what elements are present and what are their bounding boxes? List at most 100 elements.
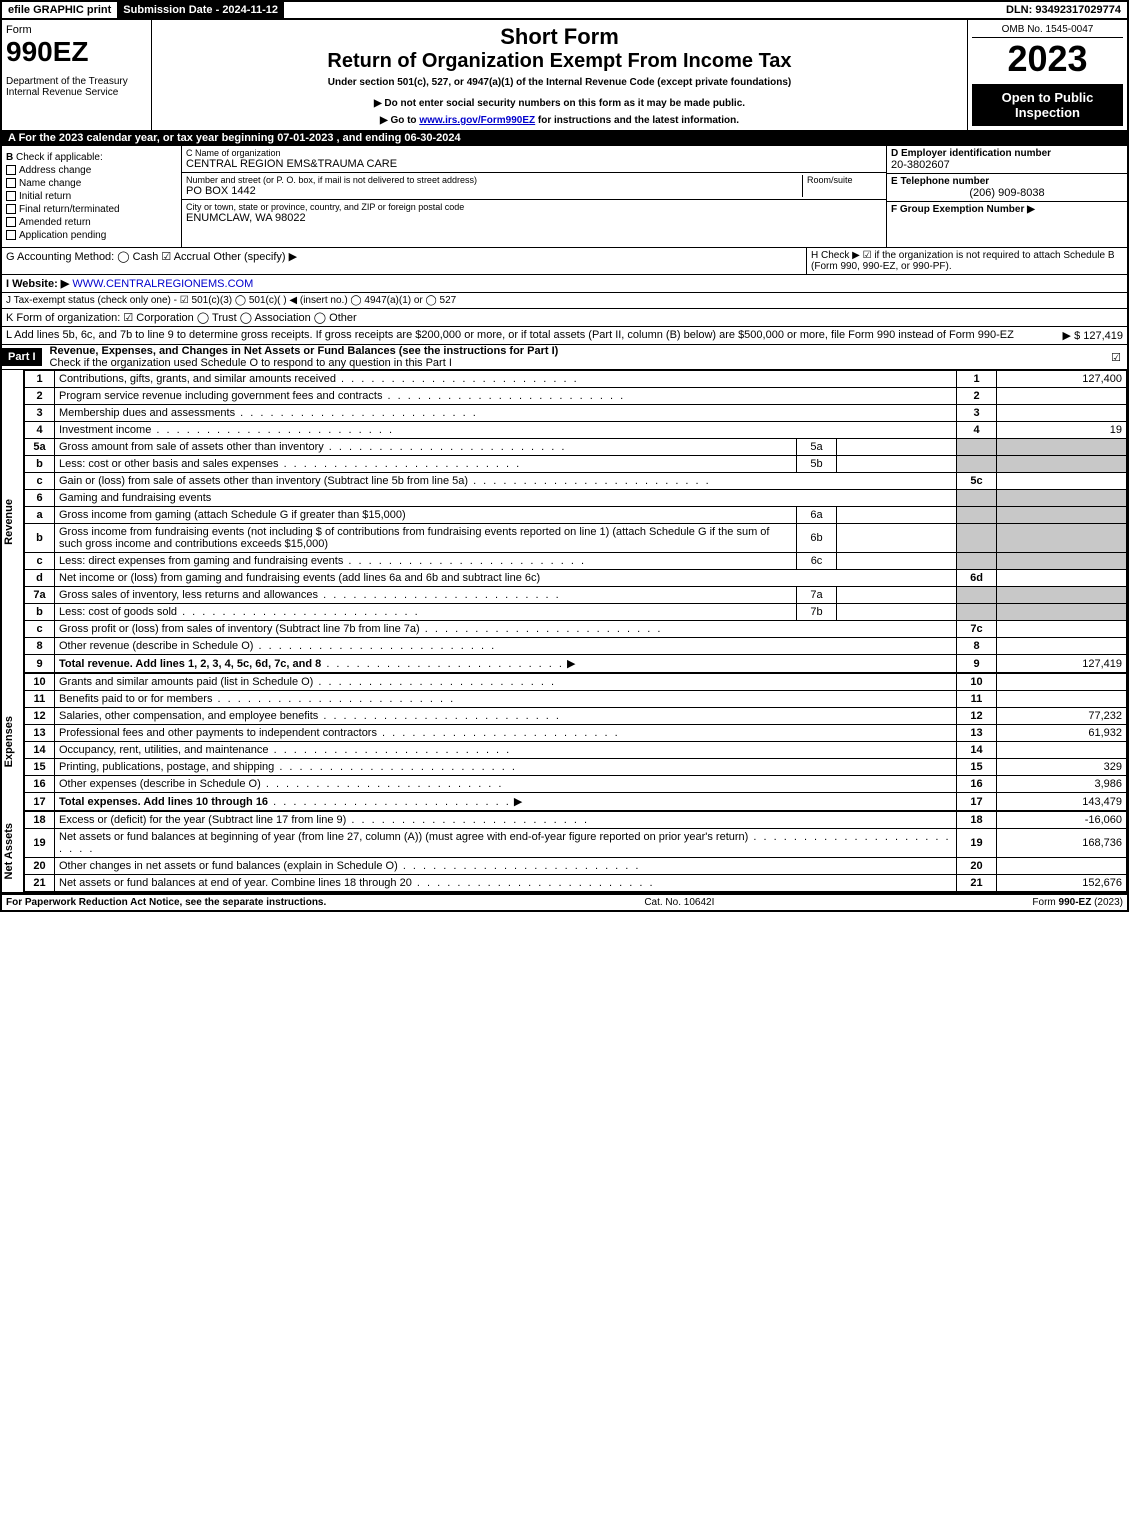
form-number: 990EZ	[6, 36, 147, 68]
check-if-label: Check if applicable:	[16, 152, 103, 163]
opt-address-change: Address change	[19, 165, 91, 176]
org-info-row: B Check if applicable: Address change Na…	[0, 146, 1129, 248]
chk-address-change[interactable]	[6, 165, 16, 175]
section-c: C Name of organization CENTRAL REGION EM…	[182, 146, 887, 247]
line-14: 14Occupancy, rent, utilities, and mainte…	[25, 742, 1127, 759]
website-link[interactable]: WWW.CENTRALREGIONEMS.COM	[72, 278, 253, 290]
section-l-text: L Add lines 5b, 6c, and 7b to line 9 to …	[6, 329, 1014, 341]
gh-row: G Accounting Method: ◯ Cash ☑ Accrual Ot…	[0, 248, 1129, 275]
opt-initial-return: Initial return	[19, 191, 71, 202]
section-j-row: J Tax-exempt status (check only one) - ☑…	[0, 293, 1129, 309]
b-label: B	[6, 152, 13, 163]
section-k: K Form of organization: ☑ Corporation ◯ …	[2, 309, 1127, 326]
top-bar: efile GRAPHIC print Submission Date - 20…	[0, 0, 1129, 20]
chk-pending[interactable]	[6, 230, 16, 240]
line-6c: cLess: direct expenses from gaming and f…	[25, 553, 1127, 570]
irs-link[interactable]: www.irs.gov/Form990EZ	[419, 115, 535, 126]
line-7b: bLess: cost of goods sold7b	[25, 604, 1127, 621]
dept-label: Department of the Treasury Internal Reve…	[6, 76, 147, 98]
e-label: E Telephone number	[891, 176, 1123, 187]
netassets-block: Net Assets 18Excess or (deficit) for the…	[0, 811, 1129, 894]
line-19: 19Net assets or fund balances at beginni…	[25, 829, 1127, 858]
line-6a: aGross income from gaming (attach Schedu…	[25, 507, 1127, 524]
line-7a: 7aGross sales of inventory, less returns…	[25, 587, 1127, 604]
line-5c: cGain or (loss) from sale of assets othe…	[25, 473, 1127, 490]
submission-date: Submission Date - 2024-11-12	[117, 2, 284, 18]
revenue-vlabel: Revenue	[3, 499, 23, 545]
expenses-block: Expenses 10Grants and similar amounts pa…	[0, 673, 1129, 811]
netassets-table: 18Excess or (deficit) for the year (Subt…	[24, 811, 1127, 892]
i-label: I Website: ▶	[6, 278, 69, 290]
part1-header-row: Part I Revenue, Expenses, and Changes in…	[0, 345, 1129, 370]
section-i-row: I Website: ▶ WWW.CENTRALREGIONEMS.COM	[0, 275, 1129, 293]
expenses-vlabel: Expenses	[3, 716, 23, 767]
org-address: PO BOX 1442	[186, 185, 802, 197]
ein: 20-3802607	[891, 159, 1123, 171]
line-6: 6Gaming and fundraising events	[25, 490, 1127, 507]
line-2: 2Program service revenue including gover…	[25, 388, 1127, 405]
org-name: CENTRAL REGION EMS&TRAUMA CARE	[186, 158, 882, 170]
line-6b: bGross income from fundraising events (n…	[25, 524, 1127, 553]
line-7c: cGross profit or (loss) from sales of in…	[25, 621, 1127, 638]
open-public-badge: Open to Public Inspection	[972, 84, 1123, 126]
line-20: 20Other changes in net assets or fund ba…	[25, 858, 1127, 875]
chk-name-change[interactable]	[6, 178, 16, 188]
line-15: 15Printing, publications, postage, and s…	[25, 759, 1127, 776]
chk-amended[interactable]	[6, 217, 16, 227]
expenses-table: 10Grants and similar amounts paid (list …	[24, 673, 1127, 811]
line-8: 8Other revenue (describe in Schedule O)8	[25, 638, 1127, 655]
netassets-vlabel: Net Assets	[3, 823, 23, 879]
part1-check-note: Check if the organization used Schedule …	[50, 357, 452, 369]
opt-amended: Amended return	[19, 217, 91, 228]
under-section: Under section 501(c), 527, or 4947(a)(1)…	[156, 77, 963, 88]
page-footer: For Paperwork Reduction Act Notice, see …	[0, 894, 1129, 912]
line-12: 12Salaries, other compensation, and empl…	[25, 708, 1127, 725]
chk-initial-return[interactable]	[6, 191, 16, 201]
section-j: J Tax-exempt status (check only one) - ☑…	[2, 293, 1127, 308]
line-4: 4Investment income419	[25, 422, 1127, 439]
line-5a: 5aGross amount from sale of assets other…	[25, 439, 1127, 456]
section-k-row: K Form of organization: ☑ Corporation ◯ …	[0, 309, 1129, 327]
c-label: C Name of organization	[186, 148, 882, 158]
goto-note: ▶ Go to www.irs.gov/Form990EZ for instru…	[156, 115, 963, 126]
revenue-table: 1Contributions, gifts, grants, and simil…	[24, 370, 1127, 673]
footer-catno: Cat. No. 10642I	[326, 897, 1032, 908]
line-9: 9Total revenue. Add lines 1, 2, 3, 4, 5c…	[25, 655, 1127, 673]
line-11: 11Benefits paid to or for members11	[25, 691, 1127, 708]
room-label: Room/suite	[802, 175, 882, 197]
part1-title: Revenue, Expenses, and Changes in Net As…	[50, 345, 559, 357]
no-ssn-note: ▶ Do not enter social security numbers o…	[156, 98, 963, 109]
org-city: ENUMCLAW, WA 98022	[186, 212, 882, 224]
form-header: Form 990EZ Department of the Treasury In…	[0, 20, 1129, 130]
revenue-block: Revenue 1Contributions, gifts, grants, a…	[0, 370, 1129, 673]
line-17: 17Total expenses. Add lines 10 through 1…	[25, 793, 1127, 811]
line-3: 3Membership dues and assessments3	[25, 405, 1127, 422]
line-1: 1Contributions, gifts, grants, and simil…	[25, 371, 1127, 388]
section-l-amount: ▶ $ 127,419	[1063, 329, 1123, 342]
opt-name-change: Name change	[19, 178, 81, 189]
main-title: Return of Organization Exempt From Incom…	[156, 50, 963, 73]
d-label: D Employer identification number	[891, 148, 1123, 159]
line-16: 16Other expenses (describe in Schedule O…	[25, 776, 1127, 793]
form-word: Form	[6, 24, 147, 36]
chk-final-return[interactable]	[6, 204, 16, 214]
line-13: 13Professional fees and other payments t…	[25, 725, 1127, 742]
opt-pending: Application pending	[19, 230, 106, 241]
efile-label: efile GRAPHIC print	[2, 2, 117, 18]
part1-checkbox[interactable]: ☑	[1111, 351, 1127, 364]
section-a-period: A For the 2023 calendar year, or tax yea…	[0, 130, 1129, 146]
footer-left: For Paperwork Reduction Act Notice, see …	[6, 897, 326, 908]
line-6d: dNet income or (loss) from gaming and fu…	[25, 570, 1127, 587]
footer-right: Form 990-EZ (2023)	[1032, 897, 1123, 908]
omb-number: OMB No. 1545-0047	[972, 24, 1123, 38]
line-10: 10Grants and similar amounts paid (list …	[25, 674, 1127, 691]
section-h: H Check ▶ ☑ if the organization is not r…	[807, 248, 1127, 274]
line-5b: bLess: cost or other basis and sales exp…	[25, 456, 1127, 473]
opt-final-return: Final return/terminated	[19, 204, 120, 215]
section-b: B Check if applicable: Address change Na…	[2, 146, 182, 247]
line-18: 18Excess or (deficit) for the year (Subt…	[25, 812, 1127, 829]
tax-year: 2023	[972, 38, 1123, 80]
section-def: D Employer identification number 20-3802…	[887, 146, 1127, 247]
section-l-row: L Add lines 5b, 6c, and 7b to line 9 to …	[0, 327, 1129, 345]
city-label: City or town, state or province, country…	[186, 202, 882, 212]
